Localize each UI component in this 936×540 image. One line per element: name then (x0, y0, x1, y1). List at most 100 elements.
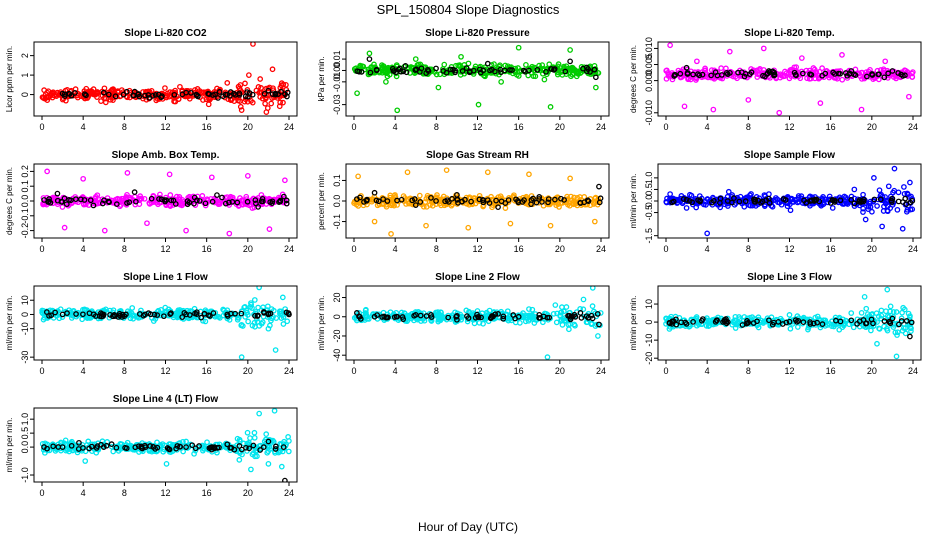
point (741, 314, 748, 320)
point (41, 444, 47, 450)
point (272, 446, 279, 452)
point (570, 201, 577, 207)
point (552, 302, 559, 308)
point (252, 197, 259, 203)
point (571, 311, 578, 318)
point (738, 69, 745, 76)
point (892, 329, 899, 336)
point (268, 100, 275, 107)
point (402, 63, 409, 69)
point (260, 198, 266, 205)
point (161, 313, 167, 320)
point (445, 314, 452, 321)
point (237, 98, 243, 104)
point (243, 444, 249, 451)
point (591, 218, 598, 225)
point (696, 72, 703, 79)
point (244, 198, 251, 205)
point (870, 323, 877, 329)
point (265, 325, 272, 332)
point (881, 323, 887, 330)
x-tick-label: 0 (351, 366, 356, 376)
point (265, 85, 272, 92)
point (776, 109, 783, 116)
x-tick-label: 20 (243, 366, 253, 376)
point (694, 58, 700, 65)
x-tick-label: 12 (160, 366, 170, 376)
point (226, 230, 233, 237)
point (54, 201, 61, 207)
point (129, 305, 136, 311)
point (148, 87, 155, 94)
point (887, 320, 894, 327)
point (860, 209, 866, 215)
y-tick-label: 0.000 (644, 69, 654, 92)
point (235, 83, 242, 90)
point (403, 69, 410, 76)
point (667, 42, 673, 49)
point (889, 68, 896, 74)
point (591, 66, 598, 73)
point (489, 204, 495, 211)
point (257, 447, 264, 453)
point (371, 189, 378, 196)
point (580, 296, 587, 303)
y-tick-label: 0 (20, 92, 30, 97)
point (683, 64, 690, 71)
point (382, 68, 389, 74)
x-tick-label: 20 (243, 122, 253, 132)
y-tick-label: 0.0 (332, 195, 342, 208)
point (898, 315, 905, 322)
x-tick-label: 8 (122, 122, 127, 132)
x-tick-label: 24 (284, 244, 294, 254)
x-tick-label: 16 (826, 366, 836, 376)
point (443, 69, 450, 76)
point (237, 103, 244, 110)
point (672, 71, 679, 78)
point (75, 446, 82, 452)
x-tick-label: 20 (243, 488, 253, 498)
point (465, 224, 472, 231)
point (52, 309, 58, 316)
point (489, 66, 495, 73)
point (183, 227, 189, 234)
point (865, 206, 872, 212)
point (222, 194, 228, 201)
point (145, 92, 152, 98)
x-tick-label: 20 (555, 366, 565, 376)
point (745, 97, 752, 103)
point (99, 200, 106, 207)
point (510, 312, 517, 318)
point (280, 321, 287, 327)
point (680, 196, 687, 202)
point (869, 311, 876, 317)
point (357, 316, 364, 322)
point (483, 70, 490, 77)
y-tick-label: -1.5 (644, 228, 654, 244)
point (245, 318, 251, 325)
point (433, 198, 439, 204)
x-tick-label: 24 (284, 366, 294, 376)
panel-title: Slope Li-820 Pressure (425, 28, 530, 39)
point (229, 199, 236, 205)
point (59, 314, 66, 320)
point (110, 448, 117, 455)
x-tick-label: 0 (39, 244, 44, 254)
point (907, 333, 913, 340)
point (119, 311, 126, 318)
point (542, 310, 548, 317)
panel-title: Slope Line 4 (LT) Flow (113, 394, 219, 405)
point (778, 201, 785, 208)
x-tick-label: 8 (746, 244, 751, 254)
point (216, 89, 223, 95)
point (177, 307, 183, 313)
point (251, 297, 258, 303)
point (120, 89, 126, 95)
point (890, 324, 897, 330)
point (839, 76, 846, 83)
point (517, 320, 523, 326)
point (280, 444, 287, 450)
point (908, 328, 914, 334)
point (464, 318, 471, 325)
point (766, 317, 772, 324)
